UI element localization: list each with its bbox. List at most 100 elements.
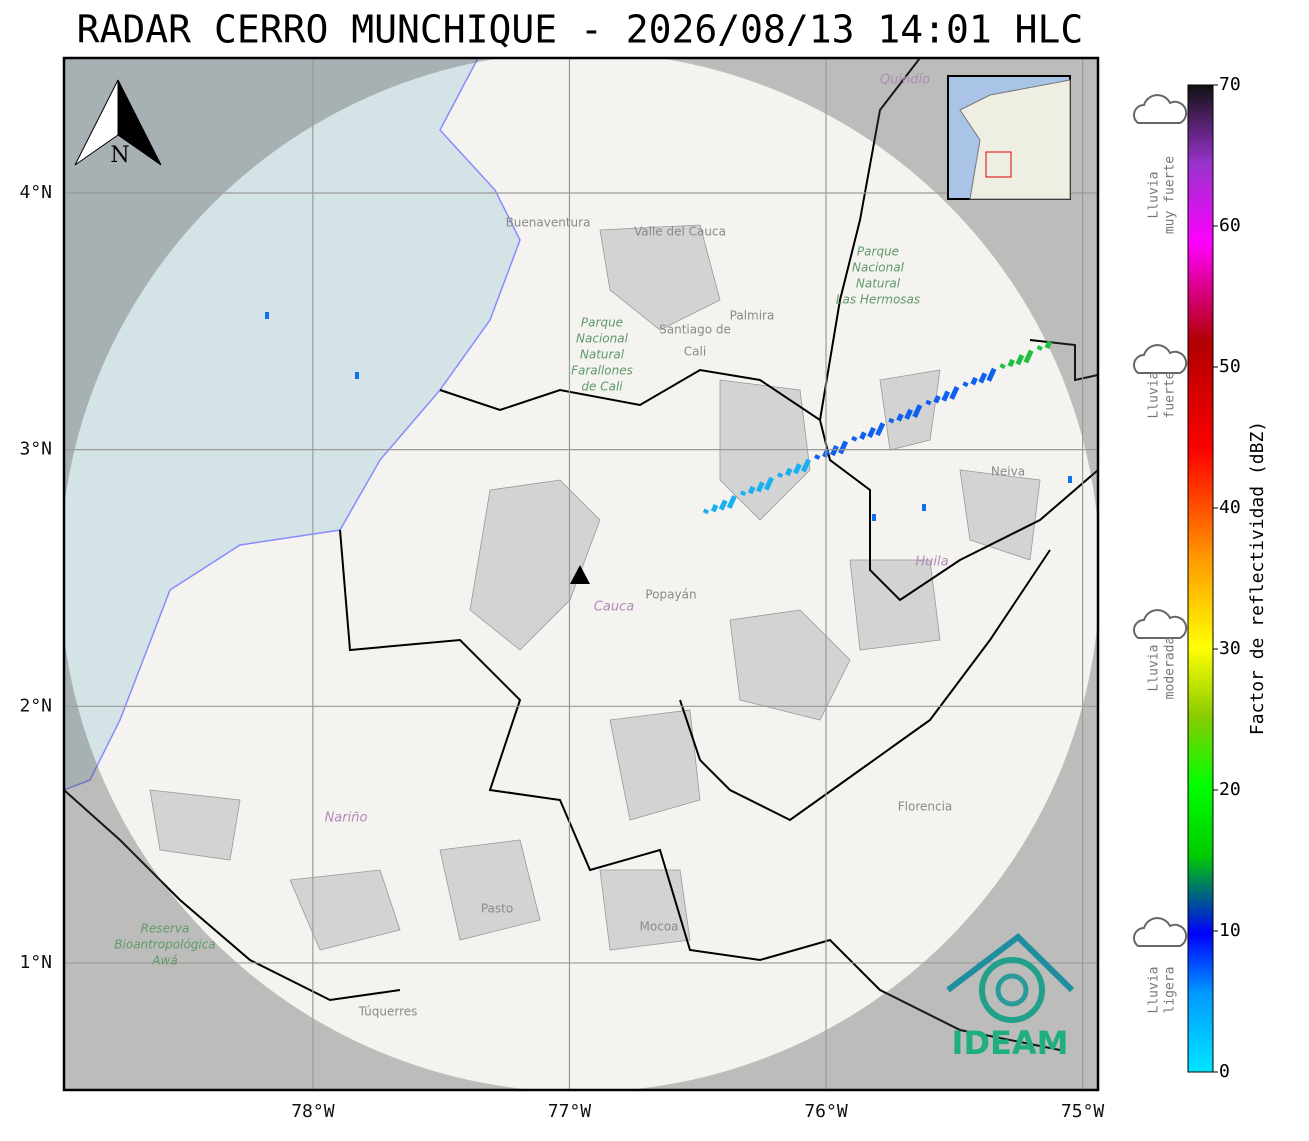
place-name: Parque: [581, 316, 623, 330]
echo: [726, 494, 737, 509]
place-name: Cali: [684, 345, 706, 359]
place-name: Mocoa: [640, 920, 679, 934]
colorbar-tick-label: 10: [1219, 920, 1241, 941]
echo: [986, 367, 997, 382]
echo: [859, 431, 867, 440]
echo: [851, 435, 858, 442]
ideam-logo: IDEAM: [946, 933, 1075, 1062]
place-name: Natural: [856, 277, 901, 291]
legend-label: Lluvia: [1147, 967, 1162, 1014]
legend-label: Lluvia: [1147, 645, 1162, 692]
map-area: [64, 58, 1098, 1090]
legend-label: muy fuerte: [1163, 156, 1178, 234]
legend-label: moderada: [1163, 637, 1178, 700]
echo: [970, 376, 978, 386]
echo: [1007, 358, 1015, 368]
echo: [978, 372, 988, 384]
echo: [867, 426, 876, 439]
place-name: Reserva: [141, 922, 190, 936]
echo: [830, 444, 839, 457]
echo: [1044, 340, 1053, 350]
legend-label: Lluvia: [1147, 372, 1162, 419]
echo: [872, 514, 876, 521]
y-tick-label: 1°N: [19, 952, 52, 973]
place-name: Bioantropológica: [114, 938, 215, 952]
echo: [1023, 349, 1034, 364]
colorbar-tick-label: 20: [1219, 779, 1241, 800]
echo: [777, 472, 784, 478]
colorbar-ticks: 0 10 20 30 40 50 60 70: [1213, 74, 1241, 1082]
colorbar-tick-label: 60: [1219, 215, 1241, 236]
x-tick-label: 78°W: [291, 1101, 335, 1122]
echo: [739, 490, 747, 497]
echo: [922, 504, 926, 511]
echo: [763, 476, 774, 491]
place-name: Nariño: [325, 811, 368, 826]
place-name: de Cali: [581, 380, 623, 394]
echo: [785, 467, 793, 477]
department-borders: [64, 58, 1098, 1051]
rain-icon: [1133, 917, 1188, 947]
place-name: Farallones: [571, 364, 633, 378]
legend-item: Lluvia moderada: [1133, 609, 1188, 700]
echo: [702, 508, 710, 515]
title: RADAR CERRO MUNCHIQUE - 2026/08/13 14:01…: [77, 8, 1084, 52]
legend-label: fuerte: [1163, 371, 1178, 418]
echo: [718, 499, 728, 511]
place-name: Nacional: [576, 332, 629, 346]
place-name: Buenaventura: [506, 216, 591, 230]
echo: [1015, 354, 1025, 366]
y-tick-label: 4°N: [19, 182, 52, 203]
legend-label: ligera: [1163, 967, 1178, 1014]
echo: [814, 454, 821, 460]
echo: [962, 381, 969, 388]
y-tick-label: 3°N: [19, 439, 52, 460]
place-name: Túquerres: [358, 1005, 418, 1019]
place-name: Parque: [857, 245, 899, 259]
echo: [265, 312, 269, 319]
place-name: Awá: [151, 954, 177, 968]
rain-icon: [1133, 94, 1188, 124]
colorbar-tick-label: 70: [1219, 74, 1241, 95]
echo: [1036, 345, 1043, 351]
legend-item: Lluvia fuerte: [1133, 344, 1188, 419]
place-names: Buenaventura Valle del Cauca Santiago de Ca…: [114, 73, 1025, 1019]
legend-label: Lluvia: [1147, 172, 1162, 219]
radar-site: [570, 565, 590, 584]
municipalities: [149, 224, 1041, 951]
echo: [710, 504, 719, 513]
echo: [755, 481, 765, 493]
place-name: Huila: [915, 555, 948, 570]
colorbar-label: Factor de reflectividad (dBZ): [1247, 421, 1268, 735]
place-name: Neiva: [991, 465, 1025, 479]
place-name: Palmira: [730, 309, 775, 323]
rain-icon: [1133, 344, 1188, 374]
radar-echoes: [265, 312, 1072, 521]
echo: [355, 372, 359, 379]
graticule: [64, 58, 1098, 1090]
rain-icon: [1133, 609, 1188, 639]
echo: [999, 363, 1006, 370]
place-name: Santiago de: [659, 323, 731, 337]
logo-text: IDEAM: [952, 1024, 1069, 1062]
ocean: [64, 58, 521, 791]
inset-map: [947, 75, 1071, 200]
echo: [949, 385, 960, 400]
echo: [801, 458, 812, 473]
colorbar: [1187, 84, 1214, 1073]
echo: [875, 422, 886, 437]
echo: [933, 395, 941, 404]
north-arrow: N: [74, 79, 162, 168]
x-tick-label: 75°W: [1061, 1101, 1105, 1122]
colorbar-tick-label: 40: [1219, 497, 1241, 518]
y-tick-label: 2°N: [19, 695, 52, 716]
echo: [888, 417, 895, 424]
place-name: Nacional: [852, 261, 905, 275]
echo: [941, 390, 951, 402]
x-tick-label: 76°W: [804, 1101, 848, 1122]
echo: [925, 399, 932, 406]
place-name: Valle del Cauca: [634, 225, 726, 239]
place-name: Pasto: [481, 902, 513, 916]
